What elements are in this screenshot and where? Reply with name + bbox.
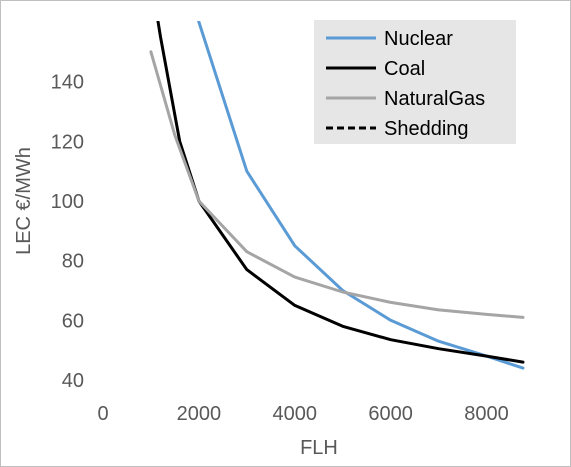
y-tick-label: 40: [62, 370, 84, 392]
legend-item-coal: Coal: [326, 58, 425, 80]
legend-label: Shedding: [384, 118, 469, 140]
series-line-coal: [156, 21, 525, 364]
legend: Nuclear Coal NaturalGas Shedding: [314, 20, 516, 144]
y-tick-label: 120: [51, 131, 84, 153]
y-axis-title: LEC €/MWh: [13, 147, 35, 255]
x-tick-label: 4000: [273, 403, 318, 425]
y-tick-label: 80: [62, 251, 84, 273]
series-line-naturalgas: [149, 50, 525, 319]
y-tick-label: 100: [51, 191, 84, 213]
x-tick-label: 8000: [464, 403, 509, 425]
legend-item-nuclear: Nuclear: [326, 28, 453, 50]
legend-label: NaturalGas: [384, 88, 485, 110]
x-tick-label: 6000: [368, 403, 413, 425]
x-axis-ticks: 0 2000 4000 6000 8000: [97, 403, 508, 425]
legend-label: Coal: [384, 58, 425, 80]
x-axis-title: FLH: [300, 437, 338, 459]
legend-label: Nuclear: [384, 28, 453, 50]
x-tick-label: 0: [97, 403, 108, 425]
x-tick-label: 2000: [177, 403, 222, 425]
legend-background: [314, 20, 516, 144]
legend-item-naturalgas: NaturalGas: [326, 88, 485, 110]
legend-item-shedding: Shedding: [326, 118, 469, 140]
y-tick-label: 140: [51, 72, 84, 94]
y-axis-ticks: 40 60 80 100 120 140: [51, 72, 84, 392]
plot-area: [149, 21, 525, 370]
y-tick-label: 60: [62, 310, 84, 332]
